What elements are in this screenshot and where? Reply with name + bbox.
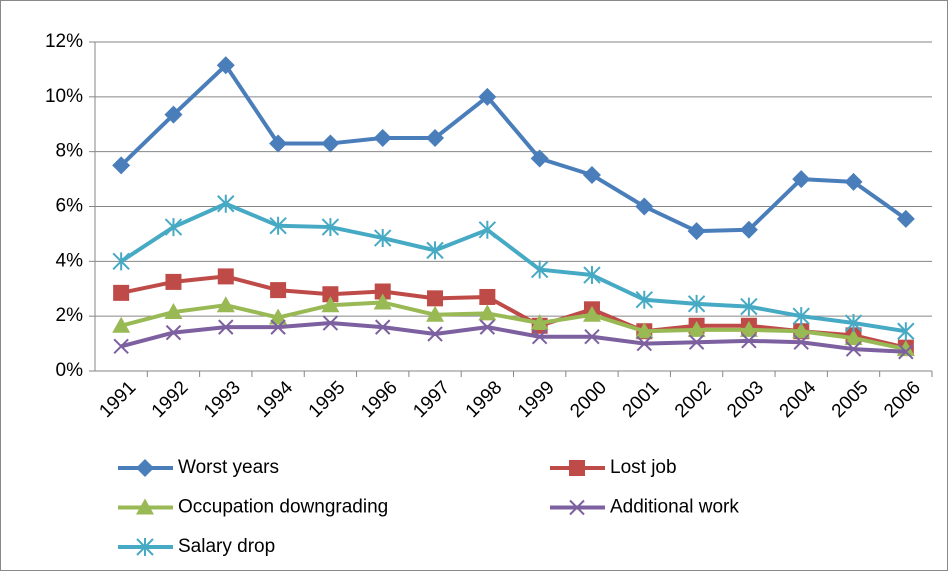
marker [478,304,497,321]
marker [792,307,810,326]
marker [569,499,585,516]
marker [793,334,809,350]
marker [112,316,131,333]
marker [427,326,443,342]
y-tick-label: 0% [56,360,84,381]
line [119,63,907,234]
marker [478,87,497,106]
y-tick-label: 8% [56,141,84,162]
marker [739,320,758,337]
y-tick-label: 2% [56,305,84,326]
marker [321,218,340,237]
marker [322,286,339,303]
marker [270,282,287,299]
marker [164,303,183,320]
marker [269,308,288,325]
series [113,315,914,360]
y-tick-label: 4% [56,250,84,271]
line [120,274,907,350]
marker [844,314,863,333]
marker [478,220,497,239]
marker [374,283,391,300]
marker [479,319,496,335]
marker [582,305,601,322]
marker [635,322,654,339]
marker [896,209,915,228]
marker [530,314,549,331]
marker [741,333,757,349]
line [120,201,907,334]
series [112,293,915,357]
marker [427,290,444,307]
marker [530,149,549,168]
marker [426,241,444,260]
marker [897,322,915,341]
marker [583,266,601,285]
marker [530,260,549,279]
marker [217,268,234,285]
marker [582,165,601,184]
legend-label: Lost job [610,457,677,478]
marker [218,319,234,335]
marker [216,296,235,313]
marker [112,156,131,175]
marker [374,229,392,248]
series [112,56,915,241]
marker [165,273,182,290]
line [120,300,907,352]
legend-label: Occupation downgrading [178,497,388,518]
marker [531,329,548,345]
marker [217,194,235,213]
marker [269,216,287,235]
marker [270,319,286,335]
marker [687,222,706,241]
marker [792,322,811,339]
marker [635,197,654,216]
marker [479,288,496,305]
marker [321,296,340,313]
marker [740,297,758,316]
y-tick-label: 6% [56,196,84,217]
marker [322,315,339,331]
marker [688,334,705,350]
marker [739,220,758,239]
marker [113,338,129,355]
marker [898,344,914,360]
line [120,321,906,354]
marker [321,134,340,153]
y-tick-label: 10% [45,86,83,107]
marker [164,218,183,237]
marker [216,56,235,75]
marker [426,305,445,322]
marker [426,128,445,147]
legend-label: Additional work [610,497,739,518]
marker [844,329,863,346]
marker [165,324,182,341]
marker [687,320,706,337]
marker [112,252,130,271]
marker [136,498,154,515]
marker [113,284,130,301]
marker [687,294,706,313]
marker [635,290,653,309]
marker [373,128,392,147]
marker [569,460,585,476]
marker [792,170,811,189]
marker [584,329,600,345]
legend-label: Worst years [178,457,279,478]
marker [636,335,652,352]
marker [136,538,154,556]
marker [136,459,154,477]
series [112,194,915,341]
y-tick-label: 12% [45,31,83,52]
marker [844,172,863,191]
marker [164,105,183,124]
legend-label: Salary drop [178,536,275,557]
marker [269,134,288,153]
marker [373,293,392,310]
marker [375,319,391,335]
marker [845,341,862,357]
